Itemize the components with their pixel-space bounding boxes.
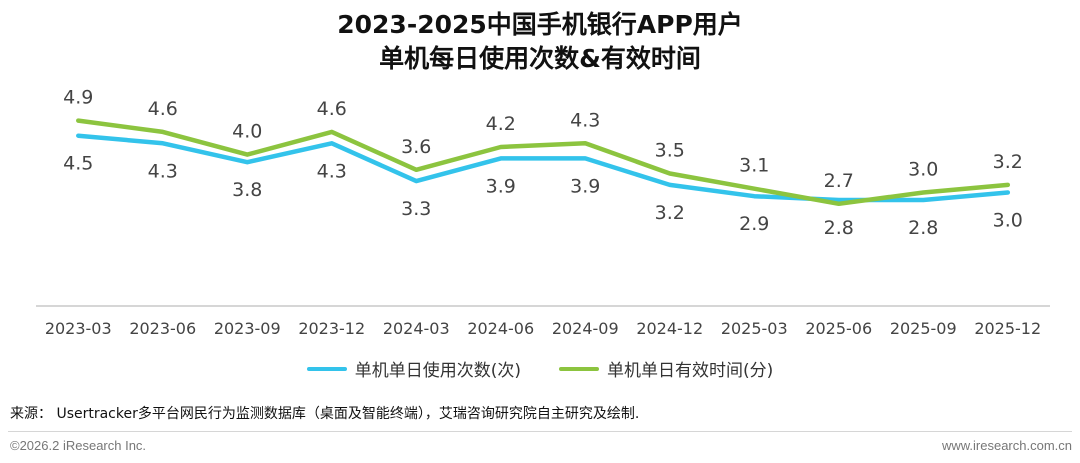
x-tick-label: 2023-12: [298, 319, 365, 338]
data-label-usage-count: 3.3: [401, 198, 431, 220]
data-label-effective-time: 3.6: [401, 136, 431, 158]
x-tick-label: 2024-12: [636, 319, 703, 338]
chart-legend: 单机单日使用次数(次) 单机单日有效时间(分): [0, 356, 1080, 381]
legend-label-effective-time: 单机单日有效时间(分): [607, 361, 774, 381]
copyright-text: ©2026.2 iResearch Inc.: [10, 438, 147, 453]
data-label-usage-count: 4.5: [63, 153, 93, 175]
data-label-effective-time: 4.2: [486, 113, 516, 135]
source-note: 来源： Usertracker多平台网民行为监测数据库（桌面及智能终端），艾瑞咨…: [10, 406, 640, 422]
data-label-effective-time: 3.2: [993, 151, 1023, 173]
legend-swatch-effective-time: [559, 366, 599, 371]
x-tick-label: 2025-09: [890, 319, 957, 338]
data-label-usage-count: 3.9: [486, 175, 516, 197]
x-tick-label: 2023-09: [214, 319, 281, 338]
data-label-usage-count: 3.9: [570, 175, 600, 197]
data-label-usage-count: 2.8: [824, 217, 854, 239]
data-label-effective-time: 3.0: [908, 158, 938, 180]
legend-item-effective-time: 单机单日有效时间(分): [559, 356, 773, 381]
data-label-effective-time: 4.9: [63, 87, 93, 109]
chart-title-line2: 单机每日使用次数&有效时间: [379, 44, 701, 73]
website-text: www.iresearch.com.cn: [941, 438, 1072, 453]
legend-item-usage-count: 单机单日使用次数(次): [306, 356, 521, 381]
x-tick-label: 2024-06: [467, 319, 534, 338]
data-label-effective-time: 4.6: [317, 98, 347, 120]
x-tick-label: 2024-09: [552, 319, 619, 338]
data-label-usage-count: 2.9: [739, 213, 769, 235]
data-label-effective-time: 3.1: [739, 155, 769, 177]
data-label-effective-time: 3.5: [655, 140, 685, 162]
x-tick-label: 2025-06: [805, 319, 872, 338]
chart-title-line1: 2023-2025中国手机银行APP用户: [337, 10, 743, 39]
footer-divider: [8, 431, 1072, 432]
data-label-usage-count: 4.3: [148, 160, 178, 182]
x-tick-label: 2023-06: [129, 319, 196, 338]
x-tick-label: 2024-03: [383, 319, 450, 338]
x-tick-label: 2025-12: [974, 319, 1041, 338]
legend-swatch-usage-count: [306, 366, 347, 371]
x-tick-label: 2025-03: [721, 319, 788, 338]
data-label-usage-count: 4.3: [317, 160, 347, 182]
legend-label-usage-count: 单机单日使用次数(次): [354, 361, 521, 381]
data-label-effective-time: 4.6: [148, 98, 178, 120]
series-line-effective-time: [76, 118, 1011, 207]
data-label-effective-time: 4.3: [570, 109, 600, 131]
data-label-effective-time: 4.0: [232, 121, 262, 143]
data-label-effective-time: 2.7: [824, 170, 854, 192]
x-tick-label: 2023-03: [45, 319, 112, 338]
data-label-usage-count: 3.2: [655, 202, 685, 224]
data-label-usage-count: 2.8: [908, 217, 938, 239]
data-label-usage-count: 3.0: [993, 209, 1023, 231]
data-label-usage-count: 3.8: [232, 179, 262, 201]
